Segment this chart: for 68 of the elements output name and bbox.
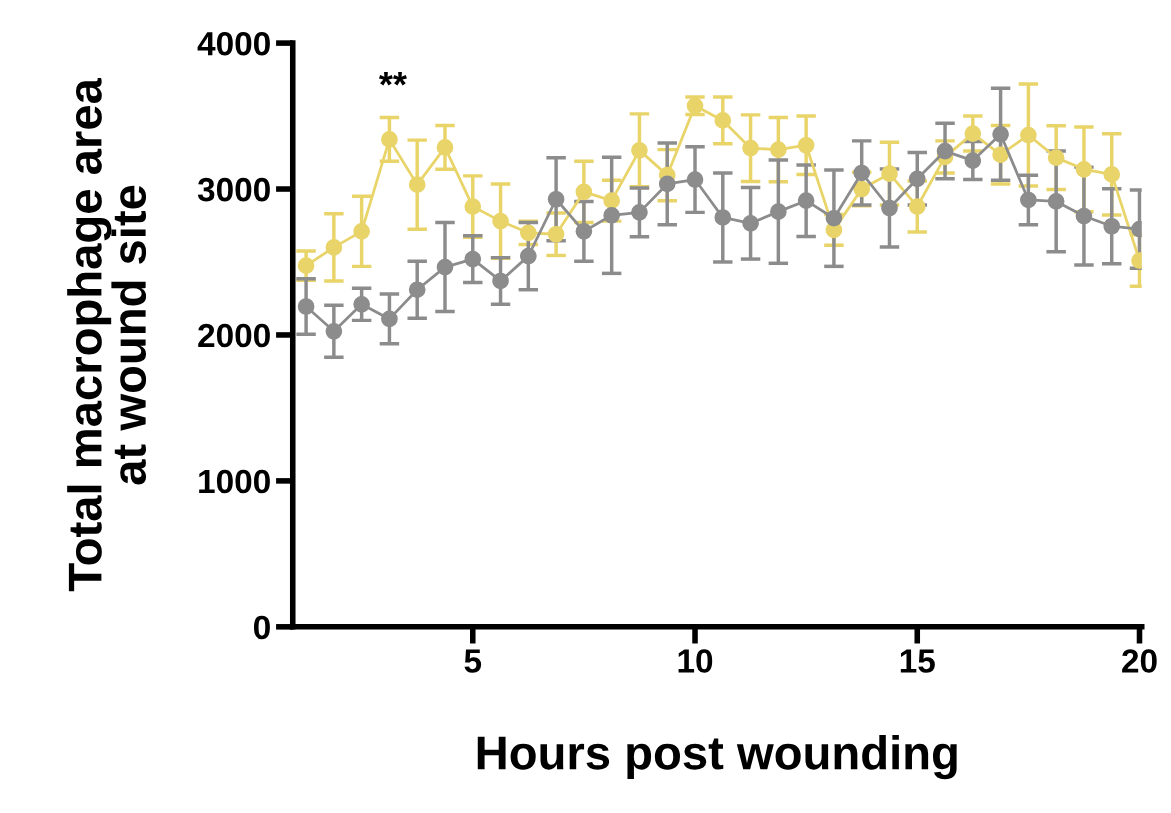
- point: [436, 139, 454, 156]
- point: [631, 204, 648, 221]
- point: [325, 239, 343, 256]
- point: [936, 142, 954, 160]
- point: [714, 209, 732, 226]
- point: [853, 180, 871, 198]
- point: [297, 257, 315, 274]
- point: [1103, 217, 1121, 235]
- point: [964, 152, 982, 169]
- point: [408, 281, 426, 299]
- point: [519, 247, 537, 265]
- point: [908, 198, 926, 215]
- point: [992, 146, 1009, 164]
- point: [381, 131, 398, 148]
- point: [797, 136, 815, 154]
- y-tick-label: 1000: [199, 469, 270, 494]
- point: [464, 250, 482, 268]
- point: [353, 223, 370, 240]
- point: [742, 214, 759, 232]
- point: [881, 165, 898, 183]
- point: [770, 141, 787, 158]
- point: [519, 224, 537, 242]
- point: [547, 225, 565, 243]
- point: [547, 190, 565, 208]
- point: [381, 310, 398, 328]
- point: [492, 212, 509, 230]
- point: [825, 209, 843, 227]
- point: [964, 125, 982, 142]
- x-tick-label: 20: [1122, 649, 1157, 673]
- point: [853, 164, 871, 182]
- point: [797, 192, 815, 210]
- point: [325, 322, 343, 340]
- point: [408, 176, 426, 193]
- y-tick-label: 0: [254, 615, 270, 640]
- x-tick-label: 5: [464, 649, 482, 673]
- x-tick-label: 10: [678, 649, 713, 673]
- y-tick-label: 4000: [197, 31, 270, 56]
- point: [353, 295, 370, 313]
- y-tick-label: 3000: [197, 177, 270, 202]
- point: [492, 272, 509, 290]
- annotation: **: [378, 72, 407, 86]
- point: [881, 199, 898, 217]
- point: [575, 223, 593, 240]
- x-axis-title: Hours post wounding: [477, 734, 957, 780]
- point: [908, 170, 926, 188]
- point: [992, 125, 1009, 143]
- point: [1020, 126, 1037, 144]
- point: [1047, 149, 1065, 166]
- point: [1075, 207, 1093, 225]
- point: [631, 142, 648, 159]
- point: [742, 139, 759, 157]
- point: [1047, 193, 1065, 210]
- point: [1075, 160, 1093, 178]
- point: [436, 258, 454, 276]
- y-tick-label: 2000: [198, 323, 270, 348]
- point: [464, 198, 482, 215]
- y-axis-title: Total macrophage area at wound site: [67, 77, 147, 592]
- point: [770, 203, 787, 220]
- point: [686, 171, 704, 188]
- x-tick-label: 15: [900, 649, 935, 673]
- point: [297, 298, 315, 315]
- point: [603, 206, 621, 224]
- point: [575, 183, 593, 201]
- point: [1103, 166, 1121, 183]
- point: [1020, 191, 1037, 209]
- point: [714, 112, 732, 129]
- point: [603, 192, 621, 210]
- point: [658, 175, 676, 193]
